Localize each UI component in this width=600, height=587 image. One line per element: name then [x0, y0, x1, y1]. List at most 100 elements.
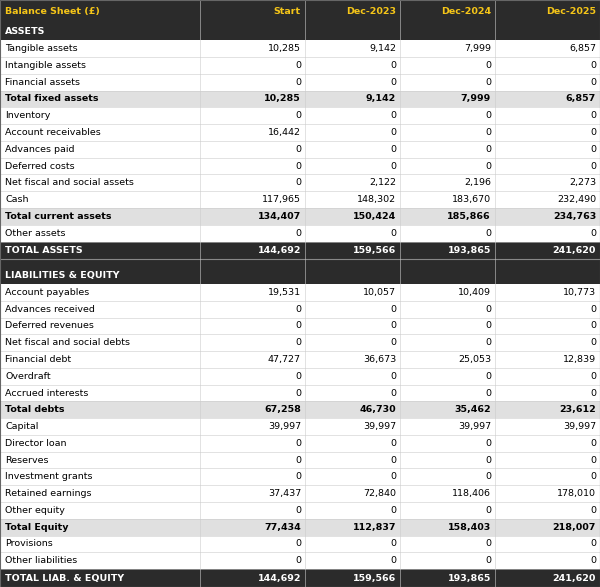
Text: 218,007: 218,007: [553, 522, 596, 532]
Bar: [0, 418, 600, 435]
Text: Reserves: Reserves: [5, 456, 49, 464]
Text: 159,566: 159,566: [353, 573, 396, 582]
Text: 0: 0: [390, 372, 396, 381]
Text: 16,442: 16,442: [268, 128, 301, 137]
Text: 0: 0: [590, 456, 596, 464]
Text: 144,692: 144,692: [257, 246, 301, 255]
Text: Cash: Cash: [5, 195, 29, 204]
Bar: [0, 502, 600, 519]
Text: Balance Sheet (£): Balance Sheet (£): [5, 6, 100, 16]
Text: 19,531: 19,531: [268, 288, 301, 297]
Text: 12,839: 12,839: [563, 355, 596, 364]
Text: 0: 0: [485, 456, 491, 464]
Bar: [0, 435, 600, 452]
Text: 72,840: 72,840: [363, 489, 396, 498]
Text: 77,434: 77,434: [264, 522, 301, 532]
Text: 0: 0: [295, 506, 301, 515]
Text: 0: 0: [485, 338, 491, 347]
Text: 0: 0: [295, 111, 301, 120]
Text: Capital: Capital: [5, 422, 38, 431]
Text: 0: 0: [590, 77, 596, 87]
Text: 0: 0: [590, 145, 596, 154]
Text: Other equity: Other equity: [5, 506, 65, 515]
Text: 0: 0: [590, 228, 596, 238]
Text: Director loan: Director loan: [5, 439, 67, 448]
Text: Account receivables: Account receivables: [5, 128, 101, 137]
Text: Account payables: Account payables: [5, 288, 89, 297]
Text: 0: 0: [590, 305, 596, 313]
Bar: [0, 485, 600, 502]
Text: Financial assets: Financial assets: [5, 77, 80, 87]
Text: ASSETS: ASSETS: [5, 27, 46, 36]
Text: 0: 0: [485, 145, 491, 154]
Bar: [0, 41, 600, 57]
Text: 0: 0: [295, 539, 301, 548]
Text: Inventory: Inventory: [5, 111, 50, 120]
Text: 0: 0: [485, 128, 491, 137]
Text: 0: 0: [590, 389, 596, 397]
Bar: [0, 158, 600, 174]
Text: 10,409: 10,409: [458, 288, 491, 297]
Text: Advances received: Advances received: [5, 305, 95, 313]
Text: 148,302: 148,302: [357, 195, 396, 204]
Text: 0: 0: [295, 77, 301, 87]
Text: 46,730: 46,730: [359, 405, 396, 414]
Text: Total current assets: Total current assets: [5, 212, 112, 221]
Text: 0: 0: [485, 506, 491, 515]
Text: Intangible assets: Intangible assets: [5, 61, 86, 70]
Text: 0: 0: [390, 338, 396, 347]
Text: 0: 0: [390, 145, 396, 154]
Text: 0: 0: [390, 61, 396, 70]
Bar: [0, 107, 600, 124]
Text: 0: 0: [590, 439, 596, 448]
Bar: [0, 368, 600, 384]
Bar: [0, 402, 600, 418]
Text: 0: 0: [390, 506, 396, 515]
Text: 6,857: 6,857: [569, 44, 596, 53]
Text: 159,566: 159,566: [353, 246, 396, 255]
Bar: [0, 259, 600, 266]
Text: 0: 0: [485, 389, 491, 397]
Bar: [0, 208, 600, 225]
Text: 0: 0: [590, 111, 596, 120]
Text: 2,122: 2,122: [369, 178, 396, 187]
Text: Financial debt: Financial debt: [5, 355, 71, 364]
Text: 39,997: 39,997: [363, 422, 396, 431]
Bar: [0, 284, 600, 301]
Text: 232,490: 232,490: [557, 195, 596, 204]
Bar: [0, 335, 600, 351]
Text: Other assets: Other assets: [5, 228, 65, 238]
Text: 39,997: 39,997: [268, 422, 301, 431]
Text: 0: 0: [390, 161, 396, 171]
Bar: [0, 22, 600, 41]
Text: 0: 0: [295, 456, 301, 464]
Bar: [0, 351, 600, 368]
Text: 0: 0: [295, 322, 301, 330]
Bar: [0, 384, 600, 402]
Text: 0: 0: [485, 161, 491, 171]
Text: 0: 0: [390, 128, 396, 137]
Text: Total debts: Total debts: [5, 405, 65, 414]
Text: 0: 0: [295, 178, 301, 187]
Text: 241,620: 241,620: [553, 246, 596, 255]
Text: 39,997: 39,997: [563, 422, 596, 431]
Text: 35,462: 35,462: [454, 405, 491, 414]
Text: Accrued interests: Accrued interests: [5, 389, 88, 397]
Text: 0: 0: [590, 539, 596, 548]
Text: 0: 0: [390, 389, 396, 397]
Text: Dec-2023: Dec-2023: [346, 6, 396, 16]
Text: 0: 0: [485, 372, 491, 381]
Text: 2,196: 2,196: [464, 178, 491, 187]
Text: 0: 0: [390, 322, 396, 330]
Bar: [0, 0, 600, 22]
Text: 9,142: 9,142: [366, 95, 396, 103]
Text: 37,437: 37,437: [268, 489, 301, 498]
Text: 0: 0: [485, 111, 491, 120]
Text: 0: 0: [485, 61, 491, 70]
Text: 144,692: 144,692: [257, 573, 301, 582]
Text: Deferred revenues: Deferred revenues: [5, 322, 94, 330]
Text: TOTAL ASSETS: TOTAL ASSETS: [5, 246, 83, 255]
Bar: [0, 74, 600, 90]
Text: 0: 0: [390, 473, 396, 481]
Text: 112,837: 112,837: [353, 522, 396, 532]
